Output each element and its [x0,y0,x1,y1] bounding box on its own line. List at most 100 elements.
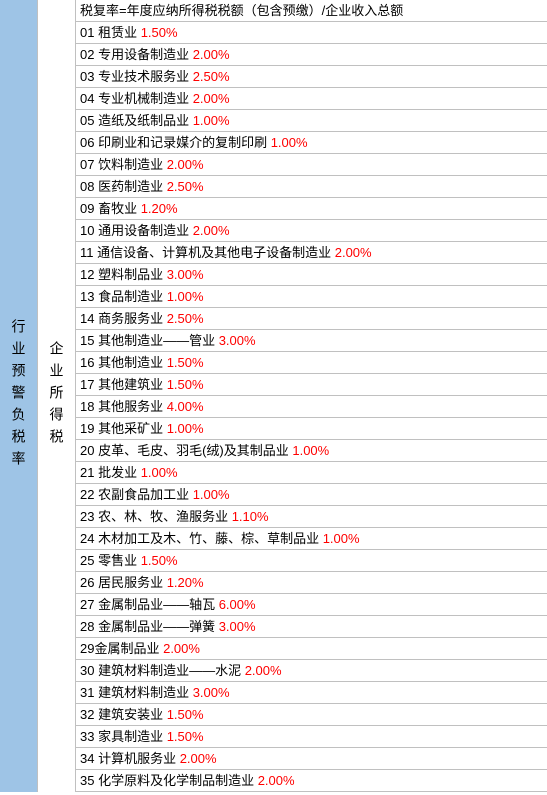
tax-rate: 2.00% [167,157,204,172]
table-row: 07 饮料制造业 2.00% [76,154,547,176]
industry-name: 居民服务业 [98,575,167,590]
industry-name: 其他制造业——管业 [98,333,219,348]
industry-name: 金属制品业——轴瓦 [98,597,219,612]
tax-rate: 1.00% [141,465,178,480]
table-row: 03 专业技术服务业 2.50% [76,66,547,88]
table-row: 06 印刷业和记录媒介的复制印刷 1.00% [76,132,547,154]
table-row: 17 其他建筑业 1.50% [76,374,547,396]
industry-name: 其他制造业 [98,355,167,370]
row-number: 15 [80,333,98,348]
table-row: 18 其他服务业 4.00% [76,396,547,418]
industry-name: 建筑安装业 [98,707,167,722]
tax-rate: 1.10% [232,509,269,524]
table-row: 09 畜牧业 1.20% [76,198,547,220]
tax-rate: 1.50% [167,729,204,744]
row-number: 19 [80,421,98,436]
row-number: 04 [80,91,98,106]
table-row: 30 建筑材料制造业——水泥 2.00% [76,660,547,682]
row-number: 10 [80,223,98,238]
row-number: 07 [80,157,98,172]
tax-rate: 3.00% [167,267,204,282]
industry-name: 塑料制品业 [98,267,167,282]
row-number: 34 [80,751,98,766]
table-row: 23 农、林、牧、渔服务业 1.10% [76,506,547,528]
industry-name: 皮革、毛皮、羽毛(绒)及其制品业 [98,443,292,458]
industry-name: 批发业 [98,465,141,480]
row-number: 23 [80,509,98,524]
tax-rate: 1.00% [167,289,204,304]
table-row: 35 化学原料及化学制品制造业 2.00% [76,770,547,792]
industry-name: 家具制造业 [98,729,167,744]
table-row: 11 通信设备、计算机及其他电子设备制造业 2.00% [76,242,547,264]
table-row: 25 零售业 1.50% [76,550,547,572]
row-number: 24 [80,531,98,546]
industry-name: 建筑材料制造业 [98,685,193,700]
table-row: 28 金属制品业——弹簧 3.00% [76,616,547,638]
table-row: 08 医药制造业 2.50% [76,176,547,198]
tax-rate: 1.00% [323,531,360,546]
row-number: 25 [80,553,98,568]
tax-rate: 2.00% [193,47,230,62]
row-number: 21 [80,465,98,480]
tax-rate: 1.50% [141,25,178,40]
tax-rate: 1.20% [167,575,204,590]
industry-name: 其他服务业 [98,399,167,414]
row-number: 26 [80,575,98,590]
row-number: 30 [80,663,98,678]
row-number: 33 [80,729,98,744]
data-column: 税复率=年度应纳所得税税额（包含预缴）/企业收入总额 01 租赁业 1.50%0… [76,0,547,792]
tax-rate: 3.00% [219,619,256,634]
table-row: 19 其他采矿业 1.00% [76,418,547,440]
industry-name: 化学原料及化学制品制造业 [98,773,258,788]
table-row: 34 计算机服务业 2.00% [76,748,547,770]
row-number: 06 [80,135,98,150]
row-number: 28 [80,619,98,634]
table-row: 12 塑料制品业 3.00% [76,264,547,286]
row-number: 29 [80,641,94,656]
tax-rate: 3.00% [219,333,256,348]
row-number: 22 [80,487,98,502]
row-number: 11 [80,245,97,260]
table-row: 32 建筑安装业 1.50% [76,704,547,726]
tax-rate: 2.00% [258,773,295,788]
tax-rate: 2.00% [193,223,230,238]
row-number: 09 [80,201,98,216]
industry-name: 其他采矿业 [98,421,167,436]
industry-name: 畜牧业 [98,201,141,216]
industry-name: 金属制品业——弹簧 [98,619,219,634]
industry-name: 专业技术服务业 [98,69,193,84]
tax-rate: 6.00% [219,597,256,612]
table-row: 01 租赁业 1.50% [76,22,547,44]
table-row: 13 食品制造业 1.00% [76,286,547,308]
row-number: 20 [80,443,98,458]
row-number: 05 [80,113,98,128]
industry-name: 造纸及纸制品业 [98,113,193,128]
table-row: 04 专业机械制造业 2.00% [76,88,547,110]
row-number: 35 [80,773,98,788]
industry-name: 专用设备制造业 [98,47,193,62]
tax-rate: 1.20% [141,201,178,216]
industry-name: 商务服务业 [98,311,167,326]
tax-rate: 1.50% [167,707,204,722]
table-row: 22 农副食品加工业 1.00% [76,484,547,506]
tax-rate: 2.00% [193,91,230,106]
row-number: 01 [80,25,98,40]
industry-name: 饮料制造业 [98,157,167,172]
tax-rate: 2.00% [163,641,200,656]
row-number: 18 [80,399,98,414]
industry-name: 专业机械制造业 [98,91,193,106]
table-row: 31 建筑材料制造业 3.00% [76,682,547,704]
row-number: 13 [80,289,98,304]
table-row: 33 家具制造业 1.50% [76,726,547,748]
row-number: 27 [80,597,98,612]
tax-rate: 2.00% [245,663,282,678]
industry-name: 计算机服务业 [98,751,180,766]
industry-name: 食品制造业 [98,289,167,304]
category-label-2: 企业所得税 [47,341,67,451]
row-number: 17 [80,377,98,392]
tax-rate: 4.00% [167,399,204,414]
row-number: 31 [80,685,98,700]
formula-text: 税复率=年度应纳所得税税额（包含预缴）/企业收入总额 [80,3,403,18]
tax-rate: 3.00% [193,685,230,700]
row-number: 02 [80,47,98,62]
